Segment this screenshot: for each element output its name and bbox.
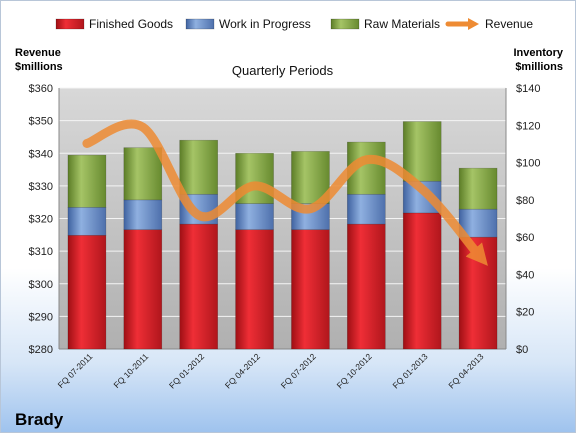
bar-finished-goods: [402, 212, 442, 350]
x-tick-label: FQ 04-2012: [223, 351, 262, 390]
bar-raw-materials: [67, 154, 107, 208]
y-right-tick-label: $100: [516, 158, 540, 170]
x-tick-label: FQ 07-2012: [279, 351, 318, 390]
legend-item-finished-goods: Finished Goods: [55, 17, 173, 31]
y-left-tick-label: $280: [29, 344, 53, 356]
bar-work-in-progress: [123, 199, 163, 230]
x-tick-label: FQ 04-2013: [446, 351, 485, 390]
x-tick-label: FQ 01-2012: [167, 351, 206, 390]
legend-swatch: [185, 18, 215, 30]
chart-title: Quarterly Periods: [232, 63, 334, 78]
x-tick-label: FQ 10-2011: [112, 351, 151, 390]
y-right-tick-label: $20: [516, 307, 534, 319]
bar-finished-goods: [123, 229, 163, 350]
bar-finished-goods: [291, 229, 330, 350]
legend-swatch: [55, 18, 85, 30]
legend-label: Raw Materials: [364, 17, 440, 31]
bar-finished-goods: [67, 234, 107, 350]
legend-arrow-icon: [468, 18, 479, 30]
company-name: Brady: [15, 410, 64, 429]
y-left-tick-label: $330: [29, 181, 53, 193]
bar-raw-materials: [179, 139, 218, 195]
legend-item-raw-materials: Raw Materials: [330, 17, 440, 31]
y-left-tick-label: $360: [29, 83, 53, 95]
bars: [67, 121, 498, 350]
legend-label: Revenue: [485, 17, 533, 31]
x-tick-label: FQ 01-2013: [390, 351, 429, 390]
legend: Finished Goods Work in Progress Raw Materi…: [55, 17, 533, 31]
y-axis-right-ticks: $0 $20 $40 $60 $80 $100 $120 $140: [516, 83, 540, 356]
y-right-tick-label: $80: [516, 195, 534, 207]
y-axis-right-label: Inventory $millions: [513, 47, 563, 73]
bar-finished-goods: [347, 223, 386, 350]
y-right-tick-label: $40: [516, 269, 534, 281]
y-axis-left-label: Revenue $millions: [15, 47, 63, 73]
y-left-tick-label: $350: [29, 116, 53, 128]
bar-finished-goods: [179, 223, 218, 350]
y-right-tick-label: $140: [516, 83, 540, 95]
x-tick-label: FQ 10-2012: [335, 351, 374, 390]
y-right-tick-label: $0: [516, 344, 528, 356]
legend-item-revenue: Revenue: [445, 17, 533, 31]
bar-raw-materials: [458, 167, 498, 210]
revenue-line: [82, 119, 488, 266]
x-axis-ticks: FQ 07-2011 FQ 10-2011 FQ 01-2012 FQ 04-2012…: [56, 351, 486, 390]
y-right-tick-label: $60: [516, 232, 534, 244]
revenue-line-group: [82, 119, 488, 266]
y-left-tick-label: $340: [29, 148, 53, 160]
x-tick-label: FQ 07-2011: [56, 351, 95, 390]
legend-label: Finished Goods: [89, 17, 173, 31]
bar-work-in-progress: [347, 193, 386, 225]
bar-finished-goods: [235, 229, 274, 350]
legend-label: Work in Progress: [219, 17, 311, 31]
legend-item-work-in-progress: Work in Progress: [185, 17, 311, 31]
y-left-tick-label: $310: [29, 246, 53, 258]
legend-swatch: [330, 18, 360, 30]
y-left-tick-label: $320: [29, 214, 53, 226]
bar-work-in-progress: [235, 203, 274, 230]
bar-raw-materials: [402, 121, 442, 182]
y-axis-left-ticks: $280 $290 $300 $310 $320 $330 $340 $350 $360: [29, 83, 53, 356]
y-left-tick-label: $300: [29, 279, 53, 291]
bar-raw-materials: [123, 147, 163, 201]
y-right-tick-label: $120: [516, 120, 540, 132]
bar-work-in-progress: [67, 207, 107, 236]
y-left-tick-label: $290: [29, 311, 53, 323]
